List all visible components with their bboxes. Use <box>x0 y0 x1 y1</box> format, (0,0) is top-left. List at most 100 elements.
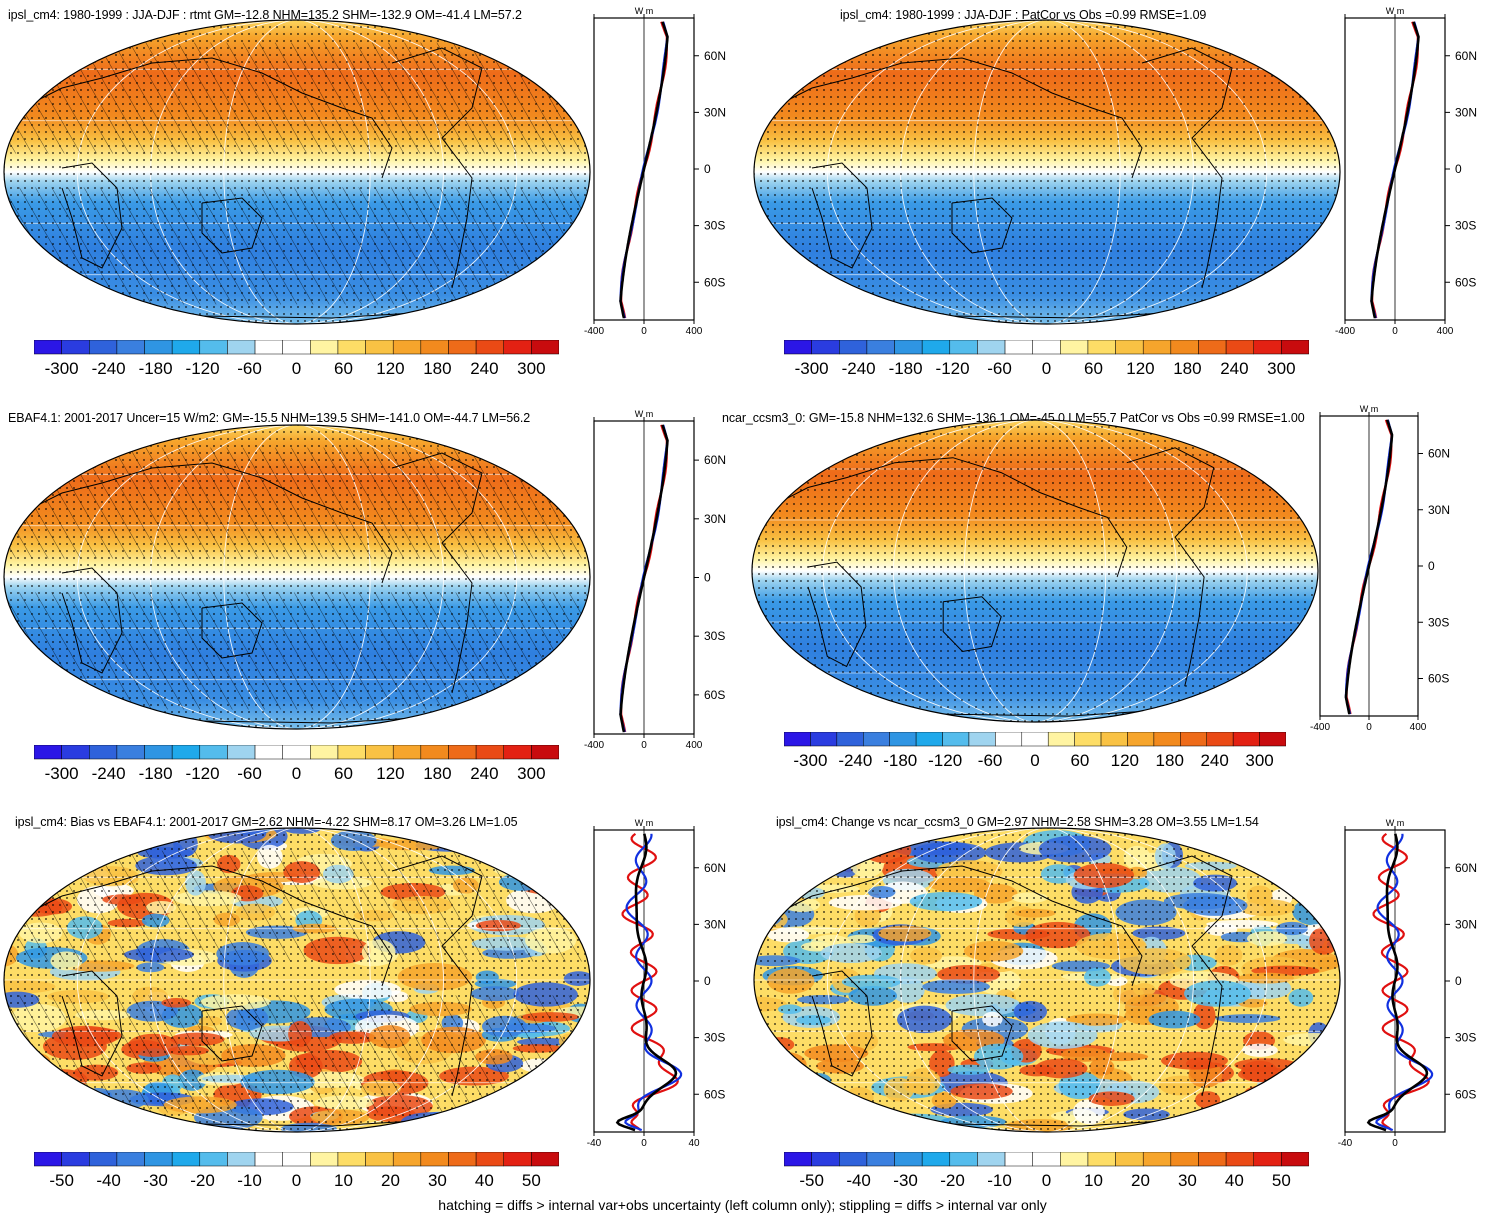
colorbar-tick-label: -60 <box>978 751 1003 770</box>
profile-line-mean <box>615 833 678 1132</box>
colorbar-tick-label: 10 <box>334 1171 353 1190</box>
stippling <box>752 420 1318 722</box>
colorbar-swatch <box>1170 339 1199 355</box>
colorbar-tick-label: -300 <box>45 359 79 378</box>
colorbar-tick-label: -300 <box>45 764 79 783</box>
colorbar-swatch <box>392 1151 422 1167</box>
x-tick-label: 0 <box>641 1138 647 1149</box>
colorbar-tick-label: -120 <box>936 359 970 378</box>
hatching <box>4 42 590 154</box>
panel-title: ipsl_cm4: Bias vs EBAF4.1: 2001-2017 GM=… <box>15 815 518 829</box>
y-tick-label: 0 <box>704 974 711 988</box>
coastline <box>201 602 263 659</box>
colorbar-swatch <box>420 744 449 760</box>
x-unit-label: W m <box>635 818 654 828</box>
coastline <box>391 47 483 289</box>
zonal-mean-plot: W m -40 0 40 60N 30N 0 30S 60S <box>584 818 754 1165</box>
hatching <box>4 592 590 710</box>
colorbar-swatch <box>171 1151 201 1167</box>
colorbar-swatch <box>783 339 812 355</box>
footer-caption: hatching = diffs > internal var+obs unce… <box>438 1197 1047 1213</box>
colorbar-tick-label: -60 <box>237 764 262 783</box>
coastline <box>201 197 263 254</box>
x-tick-label: 0 <box>1392 326 1398 337</box>
panel-title: EBAF4.1: 2001-2017 Uncer=15 W/m2: GM=-15… <box>8 411 531 425</box>
colorbar-swatch <box>1060 339 1089 355</box>
colorbar-tick-label: 60 <box>334 359 353 378</box>
colorbar-tick-label: 300 <box>1245 751 1273 770</box>
colorbar-swatch <box>1115 339 1144 355</box>
colorbar-swatch <box>116 744 145 760</box>
colorbar-tick-label: 0 <box>1042 359 1051 378</box>
colorbar-swatch <box>1253 339 1282 355</box>
colorbar-swatch <box>254 744 283 760</box>
colorbar: -300 -240 -180 -120 -60 0 60 120 180 240 300 <box>33 744 560 790</box>
colorbar: -300 -240 -180 -120 -60 0 60 120 180 240 300 <box>33 339 560 385</box>
colorbar-tick-label: 240 <box>470 764 498 783</box>
colorbar-swatch <box>503 1151 532 1167</box>
profile-line-mean <box>1366 833 1429 1132</box>
colorbar-swatch <box>1100 731 1128 747</box>
map-border <box>753 827 1341 1133</box>
colorbar-swatch <box>915 731 943 747</box>
y-tick-label: 0 <box>704 162 711 176</box>
world-map <box>752 826 1342 1139</box>
coastline <box>31 57 393 179</box>
colorbar-tick-label: 0 <box>1042 1171 1051 1190</box>
colorbar-tick-label: -10 <box>987 1171 1012 1190</box>
colorbar-tick-label: -40 <box>96 1171 121 1190</box>
colorbar-tick-label: 120 <box>1126 359 1154 378</box>
profile-line-mean <box>1370 21 1420 319</box>
colorbar-swatch <box>116 1151 145 1167</box>
colorbar-tick-label: 20 <box>381 1171 400 1190</box>
x-tick-label: 0 <box>1392 1138 1398 1149</box>
colorbar-tick-label: 60 <box>334 764 353 783</box>
coastline <box>61 567 123 674</box>
colorbar-swatch <box>839 1151 868 1167</box>
coastline <box>391 452 483 694</box>
profile-line-obs <box>624 833 683 1132</box>
colorbar-swatch <box>61 339 90 355</box>
colorbar-swatch <box>995 731 1023 747</box>
coastline <box>778 457 1128 578</box>
colorbar-swatch <box>199 339 228 355</box>
y-tick-label: 60N <box>704 453 726 467</box>
colorbar-swatch <box>199 744 228 760</box>
y-tick-label: 0 <box>1455 162 1462 176</box>
profile-line-model <box>1372 832 1430 1131</box>
coastline <box>811 162 873 269</box>
y-tick-label: 60S <box>704 1087 725 1101</box>
colorbar-tick-label: -120 <box>928 751 962 770</box>
map-border <box>3 827 591 1133</box>
x-tick-label: 0 <box>641 740 647 751</box>
colorbar-swatch <box>921 339 951 355</box>
colorbar-swatch <box>310 339 339 355</box>
colorbar-swatch <box>365 339 394 355</box>
colorbar-tick-label: -120 <box>186 764 220 783</box>
hatching <box>4 850 590 962</box>
colorbar-swatch <box>392 744 422 760</box>
colorbar-tick-label: 300 <box>517 764 545 783</box>
colorbar-swatch <box>227 339 256 355</box>
panel-title: ncar_ccsm3_0: GM=-15.8 NHM=132.6 SHM=-13… <box>722 411 1305 425</box>
x-tick-label: 40 <box>688 1138 700 1149</box>
colorbar-swatch <box>1115 1151 1144 1167</box>
colorbar-swatch <box>1087 1151 1116 1167</box>
x-unit-label: W m <box>1386 818 1405 828</box>
coastline <box>811 970 873 1077</box>
colorbar-tick-label: 300 <box>1267 359 1295 378</box>
colorbar-swatch <box>448 339 477 355</box>
colorbar-tick-label: 300 <box>517 359 545 378</box>
y-tick-label: 30S <box>1455 1031 1476 1045</box>
colorbar-tick-label: 0 <box>292 764 301 783</box>
y-tick-label: 30S <box>1455 219 1476 233</box>
colorbar-tick-label: -50 <box>799 1171 824 1190</box>
colorbar-tick-label: 40 <box>475 1171 494 1190</box>
colorbar-swatch <box>1032 339 1061 355</box>
colorbar-swatch <box>968 731 996 747</box>
colorbar-swatch <box>1153 731 1181 747</box>
x-tick-label: 400 <box>686 326 703 337</box>
panel-title: ipsl_cm4: 1980-1999 : JJA-DJF : rtmt GM=… <box>8 8 522 22</box>
y-tick-label: 60S <box>1455 1087 1476 1101</box>
colorbar-swatch <box>1198 1151 1227 1167</box>
